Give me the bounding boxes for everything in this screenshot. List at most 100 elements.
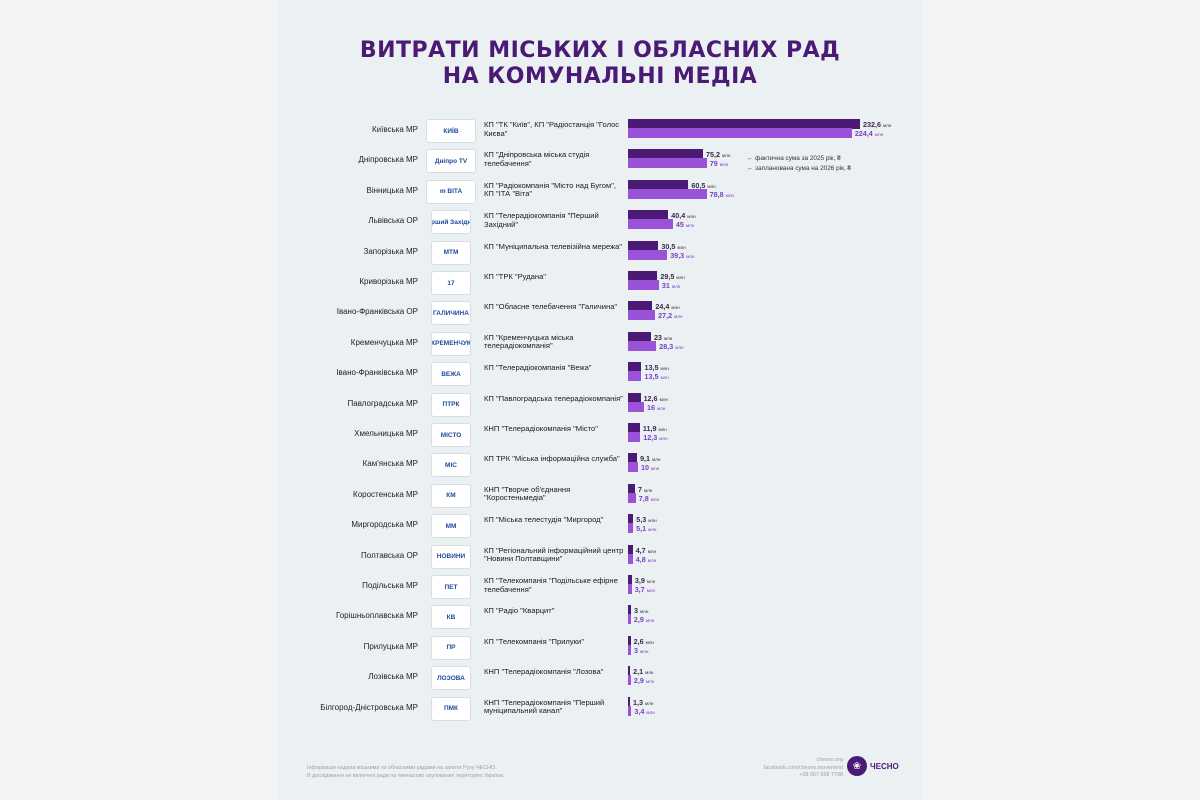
value-label-actual: 24,4 млн xyxy=(655,302,680,312)
bar-actual xyxy=(628,483,635,494)
value-label-actual: 3 млн xyxy=(633,606,649,616)
unit-label: млн xyxy=(645,639,654,645)
bar-planned xyxy=(628,492,636,503)
footer-facebook[interactable]: facebook.com/chesno.movement xyxy=(763,764,843,771)
value-label-planned: 78,8 млн xyxy=(709,189,734,199)
value-label-actual: 29,5 млн xyxy=(660,272,685,281)
value-label-actual: 2,6 млн xyxy=(633,636,654,646)
media-logo: ММ xyxy=(431,514,471,539)
footer-site[interactable]: chesno.org xyxy=(816,757,843,763)
council-label: Подільська МР xyxy=(362,581,418,590)
council-label: Білгород-Дністровська МР xyxy=(320,702,418,712)
chart-row: Горішньоплавська МР КВ КП "Радіо "Кварцит"… xyxy=(277,603,923,633)
legend-planned: ← запланована сума на 2026 рік, ₴ xyxy=(747,165,851,172)
media-logo: ЛОЗОВА xyxy=(431,666,471,691)
unit-label: млн xyxy=(722,153,731,159)
media-name: КП "Муніципальна телевізійна мережа" xyxy=(484,241,623,251)
council-label: Вінницька МР xyxy=(366,185,418,195)
unit-label: млн xyxy=(658,427,667,432)
chart-row: Запорізька МР МТМ КП "Муніципальна телевіз… xyxy=(277,239,923,269)
value-label-planned: 3,4 млн xyxy=(634,706,655,716)
council-label: Павлоградська МР xyxy=(347,398,418,408)
chart-row: Вінницька МР m ВІТА КП "Радіокомпанія "Міс… xyxy=(277,178,923,208)
chart-row: Львівська ОР Перший Західний КП "Телерадіо… xyxy=(277,208,923,238)
media-logo: Перший Західний xyxy=(431,210,471,235)
unit-label: млн xyxy=(647,548,657,554)
value-label-planned: 224,4 млн xyxy=(854,129,884,138)
bar-actual xyxy=(628,331,651,342)
council-label: Миргородська МР xyxy=(351,520,418,530)
chart-row: Івано-Франківська ОР ГАЛИЧИНА КП "Обласне … xyxy=(277,299,923,329)
media-name: КП "ТК "Київ", КП "Радіостанція "Голос К… xyxy=(484,120,620,138)
unit-label: млн xyxy=(645,679,655,685)
unit-label: млн xyxy=(677,244,686,250)
media-logo: 17 xyxy=(431,271,471,295)
unit-label: млн xyxy=(674,314,683,320)
value-label-planned: 2,9 млн xyxy=(633,676,655,686)
unit-label: млн xyxy=(659,396,668,402)
media-name: КНП "Телерадіокомпанія "Місто" xyxy=(484,424,598,433)
media-name: КП "Телекомпанія "Подільське ефірне теле… xyxy=(484,576,618,594)
footer-note-line-2: В дослідження не включені ради на тимчас… xyxy=(307,772,505,779)
media-name: КП "Міська телестудія "Миргород" xyxy=(484,515,604,525)
media-name: КП "Дніпровська міська студія телебаченн… xyxy=(484,150,590,168)
council-label: Запорізька МР xyxy=(363,246,418,256)
bar-planned xyxy=(628,675,631,686)
value-label-actual: 9,1 млн xyxy=(640,454,661,464)
unit-label: млн xyxy=(646,579,656,584)
chart-row: Київська МР КИЇВ КП "ТК "Київ", КП "Радіос… xyxy=(277,117,923,147)
legend-actual: ← фактична сума за 2025 рік, ₴ xyxy=(747,155,841,162)
bar-actual xyxy=(628,635,631,646)
council-label: Лозівська МР xyxy=(368,672,418,682)
bar-planned xyxy=(628,188,707,199)
bar-planned xyxy=(628,219,673,230)
unit-label: млн xyxy=(643,487,653,493)
value-label-planned: 4,8 млн xyxy=(635,554,657,564)
chart-row: Івано-Франківська МР ВЕЖА КП "Телерадіоком… xyxy=(277,360,923,390)
media-logo: КРЕМЕНЧУК xyxy=(431,331,471,356)
brand-name: ЧЕСНО xyxy=(870,761,899,771)
footer-note-line-1: Інформація надана міськими та обласними … xyxy=(307,765,497,771)
bar-actual xyxy=(628,119,860,129)
unit-label: млн xyxy=(656,405,666,411)
council-label: Івано-Франківська ОР xyxy=(336,307,418,317)
chart-row: Подільська МР ПЕТ КП "Телекомпанія "Поділь… xyxy=(277,573,923,603)
value-label-actual: 1,3 млн xyxy=(633,697,654,707)
media-name: КП "Телерадіокомпанія "Вежа" xyxy=(484,363,592,373)
value-label-planned: 10 млн xyxy=(640,463,660,473)
value-label-planned: 28,3 млн xyxy=(659,341,684,351)
media-logo: m ВІТА xyxy=(426,179,476,204)
chart-row: Кам'янська МР МІС КП ТРК "Міська інформаці… xyxy=(277,451,923,481)
bar-planned xyxy=(628,553,633,564)
unit-label: млн xyxy=(645,618,655,624)
unit-label: млн xyxy=(671,305,680,311)
council-label: Коростенська МР xyxy=(353,489,418,499)
unit-label: млн xyxy=(639,609,649,615)
value-label-actual: 75,2 млн xyxy=(706,150,731,160)
council-label: Хмельницька МР xyxy=(354,429,418,438)
media-logo: ПЕТ xyxy=(431,575,471,599)
footer-note: Інформація надана міськими та обласними … xyxy=(307,765,505,780)
council-label: Кам'янська МР xyxy=(362,459,418,469)
council-label: Полтавська ОР xyxy=(361,550,418,560)
media-logo: МІС xyxy=(431,453,471,478)
media-logo: ПТРК xyxy=(431,392,471,417)
media-name: КП "Телекомпанія "Прилуки" xyxy=(484,636,584,646)
brand-logo: ❀ ЧЕСНО xyxy=(847,756,899,776)
value-label-planned: 16 млн xyxy=(646,402,666,412)
media-name: КП "Радіокомпанія "Місто над Бугом", КП … xyxy=(484,180,617,199)
council-label: Київська МР xyxy=(371,125,418,134)
unit-label: млн xyxy=(647,557,657,563)
bar-actual xyxy=(628,362,642,373)
bar-actual xyxy=(628,605,631,616)
chart-row: Коростенська МР КМ КНП "Творче об'єднання … xyxy=(277,482,923,512)
council-label: Львівська ОР xyxy=(368,216,418,226)
chart-row: Криворізька МР 17 КП "ТРК "Рудана" 29,5 млн 3… xyxy=(277,269,923,299)
bar-planned xyxy=(628,523,634,534)
media-name: КП "Обласне телебачення "Галичина" xyxy=(484,302,618,312)
bar-planned xyxy=(628,705,632,716)
unit-label: млн xyxy=(671,284,681,289)
media-logo: ПМК xyxy=(431,696,471,721)
unit-label: млн xyxy=(659,436,668,441)
chart-title: ВИТРАТИ МІСЬКИХ І ОБЛАСНИХ РАД НА КОМУНА… xyxy=(277,38,923,90)
